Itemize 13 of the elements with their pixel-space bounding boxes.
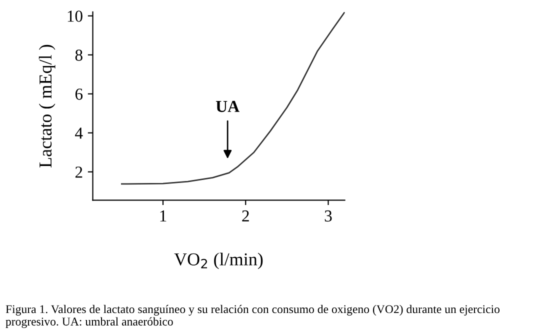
annotation: UA — [216, 100, 240, 112]
x-tick-label: 1 — [160, 210, 166, 222]
text: Figura 1. Valores de lactato sanguíneo y su relación con consumo de oxigeno (VO2) durante un ejercicio progresivo. UA: umbral anaeróbico — [6, 304, 500, 328]
y-tick-label: 10 — [68, 10, 82, 22]
x-tick-label: 2 — [242, 210, 249, 222]
line-series — [121, 12, 345, 185]
y-tick-label: 4 — [75, 128, 83, 139]
y-axis-title: Lactato ( mEq/l ) — [38, 44, 56, 168]
y-tick-label: 6 — [75, 88, 83, 100]
y-tick-label: 2 — [75, 166, 82, 178]
x-axis-title: VO$_{2}$ (l/min) — [174, 252, 263, 270]
y-tick-label: 8 — [75, 50, 82, 61]
x-tick-label: 3 — [324, 210, 332, 222]
